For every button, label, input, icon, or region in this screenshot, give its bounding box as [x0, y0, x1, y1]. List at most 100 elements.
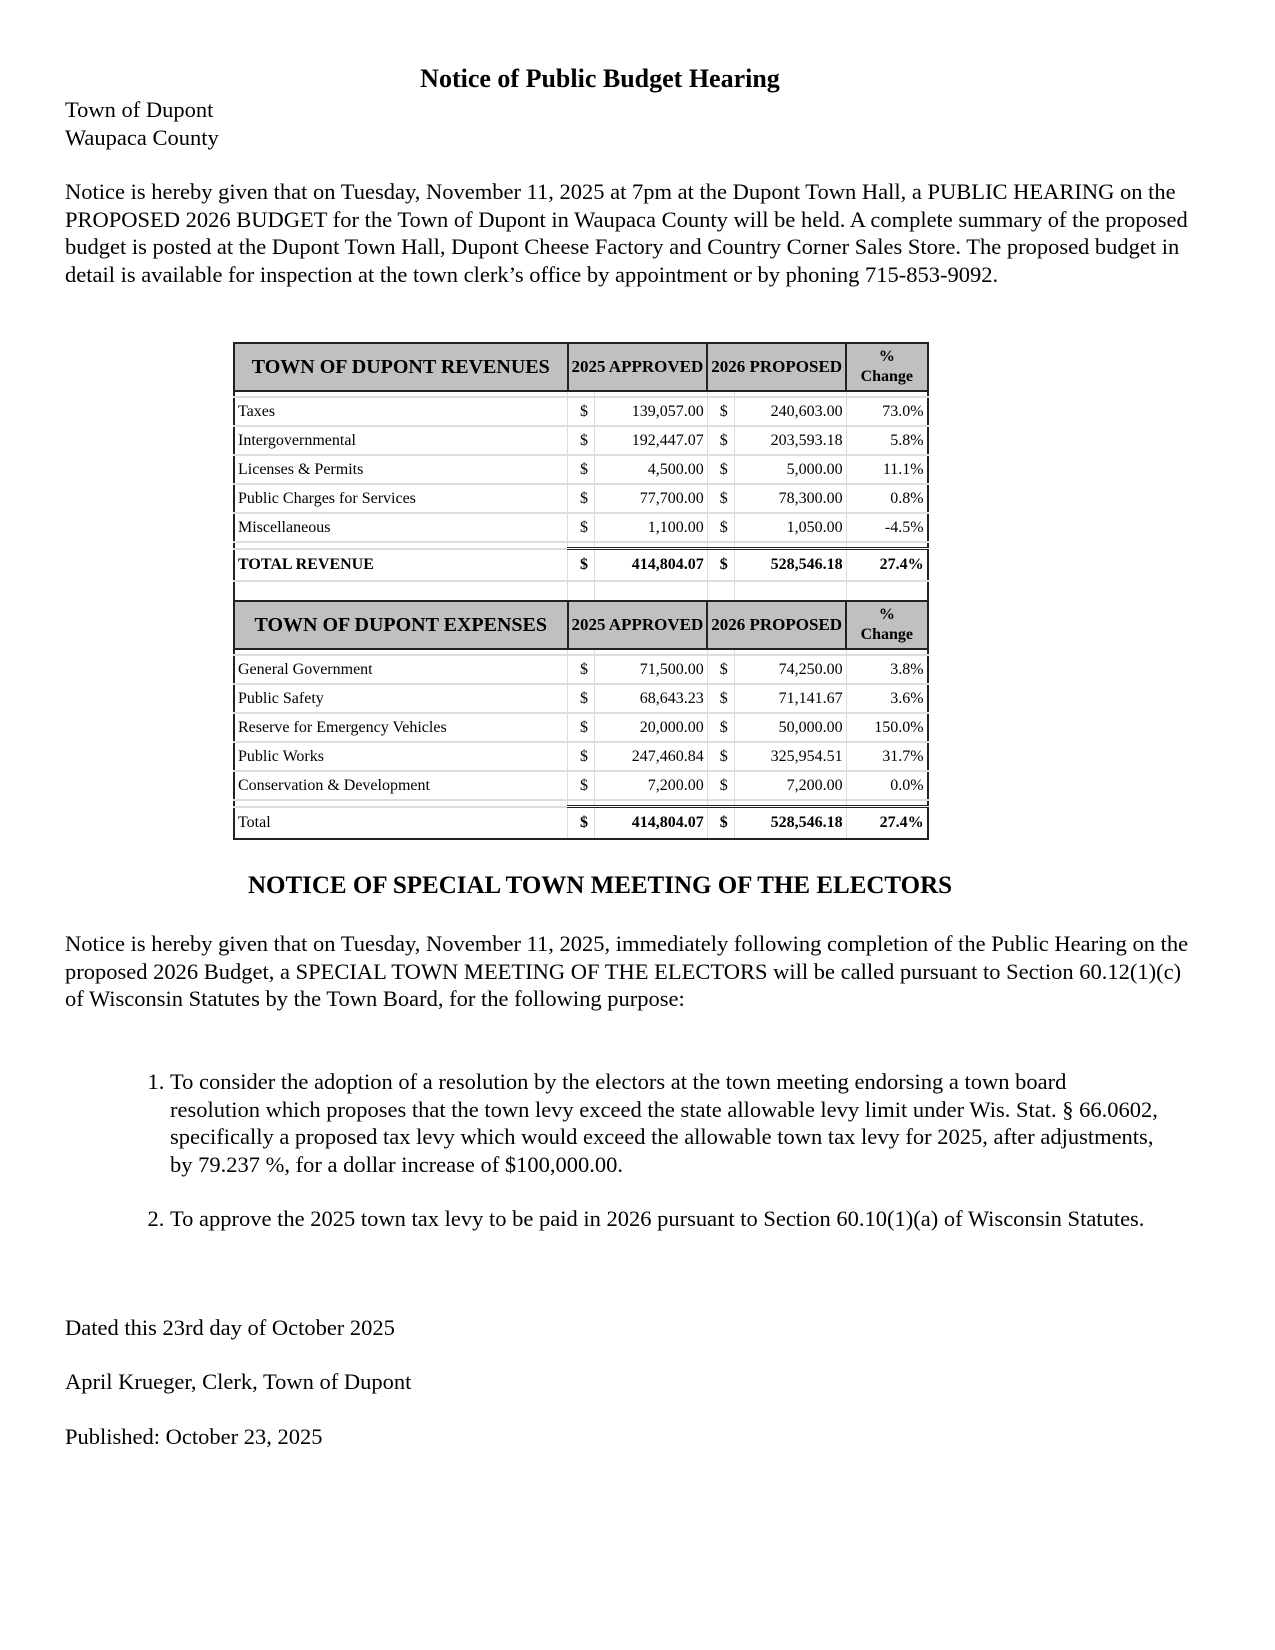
- value-2026: 78,300.00: [733, 484, 847, 514]
- currency: $: [706, 655, 735, 685]
- pct-change: 150.0%: [845, 713, 929, 743]
- table-row: Conservation & Development $7,200.00 $7,20…: [233, 771, 929, 801]
- dated-line: Dated this 23rd day of October 2025: [65, 1315, 395, 1340]
- row-label: General Government: [233, 655, 568, 685]
- currency: $: [706, 513, 735, 543]
- currency: $: [706, 397, 735, 427]
- purpose-list: To consider the adoption of a resolution…: [135, 1068, 1160, 1260]
- expenses-header-row: TOWN OF DUPONT EXPENSES 2025 APPROVED 20…: [233, 600, 929, 650]
- purpose-item: To approve the 2025 town tax levy to be …: [170, 1205, 1160, 1233]
- revenues-table: TOWN OF DUPONT REVENUES 2025 APPROVED 20…: [233, 342, 929, 840]
- total-pct: 27.4%: [845, 805, 929, 840]
- currency: $: [706, 484, 735, 514]
- currency: $: [566, 771, 596, 801]
- row-label: Public Safety: [233, 684, 568, 714]
- currency: $: [566, 397, 596, 427]
- signature-line: April Krueger, Clerk, Town of Dupont: [65, 1369, 412, 1394]
- value-2025: 68,643.23: [594, 684, 708, 714]
- pct-change: 31.7%: [845, 742, 929, 772]
- currency: $: [566, 713, 596, 743]
- total-2025: 414,804.07: [594, 547, 708, 582]
- page-title: Notice of Public Budget Hearing: [420, 64, 780, 93]
- table-row: Miscellaneous $1,100.00 $1,050.00 -4.5%: [233, 513, 929, 543]
- pct-change: 0.8%: [845, 484, 929, 514]
- pct-change: 11.1%: [845, 455, 929, 485]
- header-2026: 2026 PROPOSED: [706, 600, 848, 650]
- pct-change: 0.0%: [845, 771, 929, 801]
- currency: $: [706, 713, 735, 743]
- row-label: Miscellaneous: [233, 513, 568, 543]
- currency: $: [706, 455, 735, 485]
- row-label: Public Charges for Services: [233, 484, 568, 514]
- value-2026: 203,593.18: [733, 426, 847, 456]
- table-row: Public Safety $68,643.23 $71,141.67 3.6%: [233, 684, 929, 714]
- value-2025: 139,057.00: [594, 397, 708, 427]
- value-2026: 71,141.67: [733, 684, 847, 714]
- table-row: Public Charges for Services $77,700.00 $78…: [233, 484, 929, 514]
- currency: $: [566, 655, 596, 685]
- value-2025: 7,200.00: [594, 771, 708, 801]
- value-2025: 20,000.00: [594, 713, 708, 743]
- meeting-title: NOTICE OF SPECIAL TOWN MEETING OF THE EL…: [247, 872, 953, 899]
- value-2025: 77,700.00: [594, 484, 708, 514]
- hearing-notice-text: Notice is hereby given that on Tuesday, …: [65, 179, 1188, 287]
- pct-change: -4.5%: [845, 513, 929, 543]
- row-label: Reserve for Emergency Vehicles: [233, 713, 568, 743]
- currency: $: [706, 426, 735, 456]
- pct-symbol: %: [878, 606, 895, 623]
- value-2025: 1,100.00: [594, 513, 708, 543]
- meeting-notice-text: Notice is hereby given that on Tuesday, …: [65, 931, 1189, 1011]
- currency: $: [566, 805, 596, 840]
- town-name: Town of Dupont: [65, 97, 214, 122]
- pct-symbol: %: [878, 348, 895, 365]
- currency: $: [706, 805, 735, 840]
- header-pct-change: % Change: [845, 600, 929, 650]
- total-label: Total: [233, 806, 568, 840]
- total-2026: 528,546.18: [733, 805, 847, 840]
- value-2026: 74,250.00: [733, 655, 847, 685]
- revenues-header-row: TOWN OF DUPONT REVENUES 2025 APPROVED 20…: [233, 342, 929, 392]
- value-2026: 7,200.00: [733, 771, 847, 801]
- row-label: Conservation & Development: [233, 771, 568, 801]
- currency: $: [566, 484, 596, 514]
- pct-change: 73.0%: [845, 397, 929, 427]
- row-label: Licenses & Permits: [233, 455, 568, 485]
- value-2026: 1,050.00: [733, 513, 847, 543]
- total-label: TOTAL REVENUE: [233, 548, 568, 582]
- table-row: Licenses & Permits $4,500.00 $5,000.00 11.1…: [233, 455, 929, 485]
- expenses-header-label: TOWN OF DUPONT EXPENSES: [233, 600, 569, 650]
- currency: $: [566, 742, 596, 772]
- total-pct: 27.4%: [845, 547, 929, 582]
- currency: $: [706, 684, 735, 714]
- total-expenses-row: Total $ 414,804.07 $ 528,546.18 27.4%: [233, 805, 929, 840]
- pct-change: 3.6%: [845, 684, 929, 714]
- value-2026: 240,603.00: [733, 397, 847, 427]
- value-2025: 192,447.07: [594, 426, 708, 456]
- table-row: General Government $71,500.00 $74,250.00 3.…: [233, 655, 929, 685]
- row-label: Public Works: [233, 742, 568, 772]
- county-name: Waupaca County: [65, 125, 219, 150]
- total-2025: 414,804.07: [594, 805, 708, 840]
- currency: $: [566, 547, 596, 582]
- header-2025: 2025 APPROVED: [566, 600, 709, 650]
- total-revenue-row: TOTAL REVENUE $ 414,804.07 $ 528,546.18 …: [233, 547, 929, 582]
- currency: $: [566, 455, 596, 485]
- currency: $: [566, 513, 596, 543]
- currency: $: [706, 742, 735, 772]
- table-row: Taxes $139,057.00 $240,603.00 73.0%: [233, 397, 929, 427]
- currency: $: [706, 771, 735, 801]
- revenues-header-label: TOWN OF DUPONT REVENUES: [233, 342, 569, 392]
- value-2025: 4,500.00: [594, 455, 708, 485]
- table-row: Reserve for Emergency Vehicles $20,000.00…: [233, 713, 929, 743]
- change-label: Change: [860, 626, 914, 643]
- value-2025: 71,500.00: [594, 655, 708, 685]
- row-label: Intergovernmental: [233, 426, 568, 456]
- header-2025: 2025 APPROVED: [566, 342, 709, 392]
- table-row: Public Works $247,460.84 $325,954.51 31.7%: [233, 742, 929, 772]
- pct-change: 3.8%: [845, 655, 929, 685]
- value-2025: 247,460.84: [594, 742, 708, 772]
- row-label: Taxes: [233, 397, 568, 427]
- value-2026: 325,954.51: [733, 742, 847, 772]
- currency: $: [566, 684, 596, 714]
